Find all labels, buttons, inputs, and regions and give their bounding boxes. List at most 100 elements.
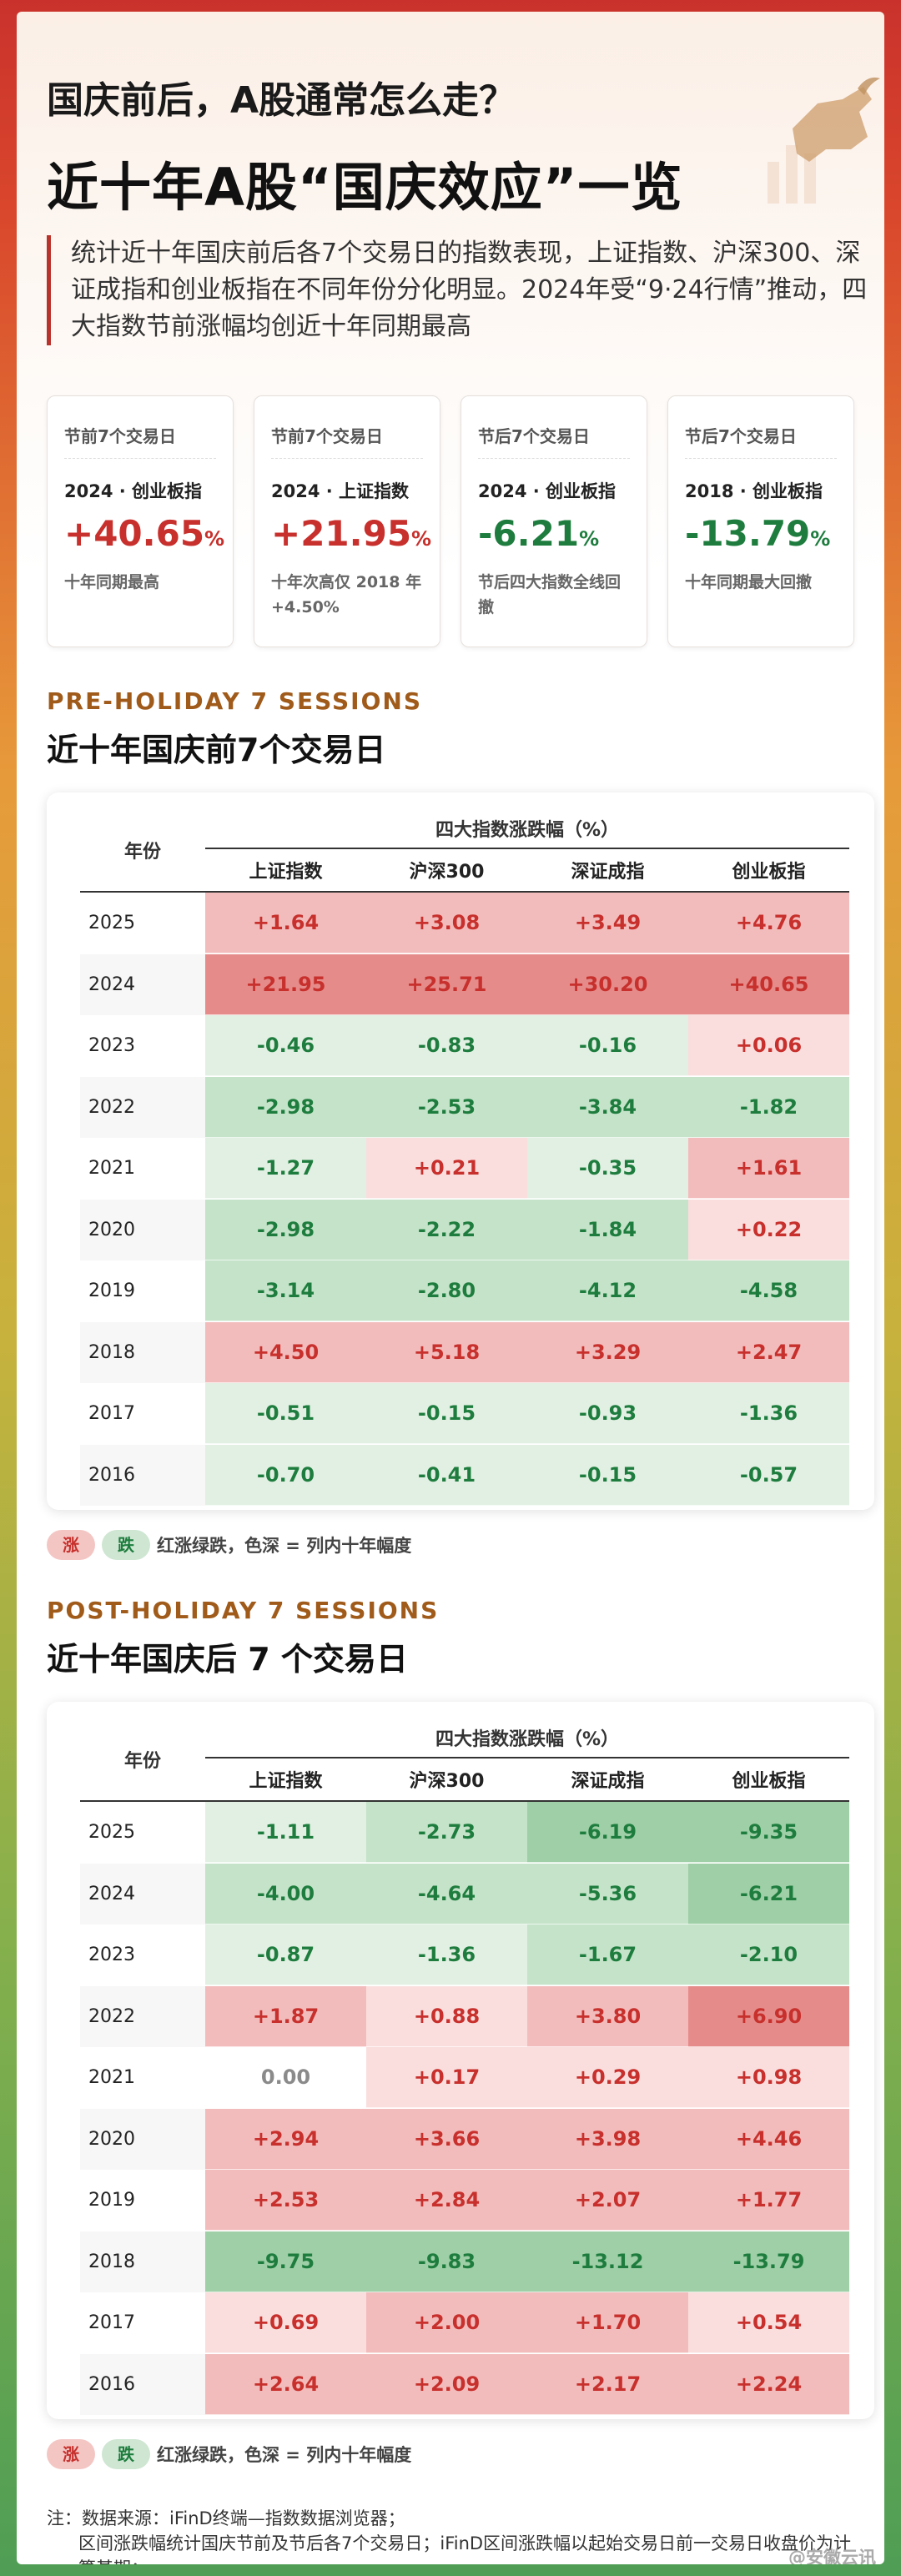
year-cell: 2025: [80, 1802, 205, 1863]
value-cell: -1.84: [527, 1199, 688, 1260]
bull-icon: [768, 77, 880, 204]
group-header: 四大指数涨跌幅（%）: [205, 809, 849, 849]
value-cell: -2.22: [366, 1199, 527, 1260]
value-cell: -4.12: [527, 1260, 688, 1321]
post-section-en: POST-HOLIDAY 7 SESSIONS: [47, 1597, 440, 1624]
value-cell: +2.09: [366, 2353, 527, 2415]
value-cell: +2.07: [527, 2170, 688, 2231]
table-row: 2016 -0.70 -0.41 -0.15 -0.57: [80, 1444, 849, 1506]
post-holiday-table: 年份 四大指数涨跌幅（%） 上证指数 沪深300 深证成指 创业板指 2025 -1.11 -2…: [47, 1702, 874, 2419]
value-cell: -4.58: [688, 1260, 849, 1321]
card-label: 节后7个交易日: [685, 426, 797, 446]
value-cell: -4.64: [366, 1863, 527, 1924]
value-cell: -9.83: [366, 2231, 527, 2292]
value-cell: -3.14: [205, 1260, 366, 1321]
value-cell: +0.54: [688, 2292, 849, 2353]
table-row: 2019 +2.53 +2.84 +2.07 +1.77: [80, 2170, 849, 2231]
table-row: 2018 -9.75 -9.83 -13.12 -13.79: [80, 2231, 849, 2292]
card-value-unit: %: [579, 527, 600, 551]
value-cell: +3.49: [527, 893, 688, 953]
card-note: 节后四大指数全线回撤: [478, 573, 622, 616]
card-value-number: +21.95: [271, 513, 412, 554]
intro-paragraph: 统计近十年国庆前后各7个交易日的指数表现，上证指数、沪深300、深证成指和创业板…: [47, 235, 872, 345]
year-cell: 2016: [80, 2353, 205, 2415]
value-cell: -0.15: [527, 1444, 688, 1506]
year-cell: 2023: [80, 1015, 205, 1076]
value-cell: -0.87: [205, 1924, 366, 1985]
summary-card: 节后7个交易日 2024 · 创业板指 -6.21% 节后四大指数全线回撤: [461, 395, 647, 647]
post-section-title: 近十年国庆后 7 个交易日: [47, 1641, 408, 1678]
card-note: 十年次高仅 2018 年 +4.50%: [271, 573, 422, 616]
pre-holiday-table: 年份 四大指数涨跌幅（%） 上证指数 沪深300 深证成指 创业板指 2025 +1.64 +3…: [47, 792, 874, 1510]
value-cell: +3.08: [366, 893, 527, 953]
value-cell: +0.17: [366, 2047, 527, 2108]
value-cell: -9.75: [205, 2231, 366, 2292]
card-value-unit: %: [810, 527, 831, 551]
value-cell: +4.50: [205, 1321, 366, 1383]
value-cell: -1.67: [527, 1924, 688, 1985]
value-cell: -0.70: [205, 1444, 366, 1506]
year-cell: 2018: [80, 2231, 205, 2292]
value-cell: -6.19: [527, 1802, 688, 1863]
value-cell: +0.06: [688, 1015, 849, 1076]
value-cell: +21.95: [205, 953, 366, 1015]
year-cell: 2020: [80, 1199, 205, 1260]
card-label: 节前7个交易日: [271, 426, 383, 446]
card-value: +21.95%: [271, 513, 431, 554]
year-cell: 2021: [80, 2047, 205, 2108]
value-cell: +1.64: [205, 893, 366, 953]
value-cell: 0.00: [205, 2047, 366, 2108]
column-header: 沪深300: [409, 1771, 485, 1792]
value-cell: -2.98: [205, 1076, 366, 1138]
summary-card: 节前7个交易日 2024 · 上证指数 +21.95% 十年次高仅 2018 年 +4…: [254, 395, 440, 647]
value-cell: -1.36: [366, 1924, 527, 1985]
card-divider: [478, 458, 630, 459]
value-cell: -0.15: [366, 1383, 527, 1444]
group-header: 四大指数涨跌幅（%）: [205, 1718, 849, 1758]
value-cell: +2.24: [688, 2353, 849, 2415]
table-row: 2018 +4.50 +5.18 +3.29 +2.47: [80, 1321, 849, 1383]
value-cell: +2.17: [527, 2353, 688, 2415]
table-row: 2023 -0.87 -1.36 -1.67 -2.10: [80, 1924, 849, 1985]
value-cell: +0.21: [366, 1138, 527, 1199]
column-header: 创业板指: [732, 1771, 806, 1792]
card-label: 节前7个交易日: [64, 426, 176, 446]
table-row: 2016 +2.64 +2.09 +2.17 +2.24: [80, 2353, 849, 2415]
value-cell: +30.20: [527, 953, 688, 1015]
value-cell: -3.84: [527, 1076, 688, 1138]
table-row: 2021 -1.27 +0.21 -0.35 +1.61: [80, 1138, 849, 1199]
card-subject: 2024 · 创业板指: [64, 481, 203, 501]
year-cell: 2025: [80, 893, 205, 953]
legend-down-chip: 跌: [102, 2439, 150, 2469]
value-cell: -2.98: [205, 1199, 366, 1260]
summary-cards: 节前7个交易日 2024 · 创业板指 +40.65% 十年同期最高 节前7个交易日 20…: [47, 395, 854, 662]
card-value-number: -13.79: [685, 513, 811, 554]
table-row: 2017 +0.69 +2.00 +1.70 +0.54: [80, 2292, 849, 2353]
legend-down-chip: 跌: [102, 1530, 150, 1560]
headline-question: 国庆前后，A股通常怎么走？: [47, 79, 516, 122]
value-cell: -1.11: [205, 1802, 366, 1863]
year-header: 年份: [123, 842, 161, 863]
value-cell: -2.73: [366, 1802, 527, 1863]
pre-legend: 涨 跌 红涨绿跌，色深 = 列内十年幅度: [47, 1528, 411, 1562]
card-value-unit: %: [411, 527, 432, 551]
value-cell: +5.18: [366, 1321, 527, 1383]
year-cell: 2017: [80, 1383, 205, 1444]
summary-card: 节后7个交易日 2018 · 创业板指 -13.79% 十年同期最大回撤: [667, 395, 854, 647]
value-cell: -2.53: [366, 1076, 527, 1138]
year-cell: 2019: [80, 1260, 205, 1321]
value-cell: +4.46: [688, 2108, 849, 2170]
value-cell: +3.80: [527, 1985, 688, 2047]
value-cell: -5.36: [527, 1863, 688, 1924]
table-row: 2025 -1.11 -2.73 -6.19 -9.35: [80, 1802, 849, 1863]
watermark: @安徽云讯: [788, 2548, 876, 2564]
value-cell: -13.12: [527, 2231, 688, 2292]
year-header: 年份: [123, 1751, 161, 1772]
value-cell: -0.93: [527, 1383, 688, 1444]
value-cell: +3.29: [527, 1321, 688, 1383]
card-value-number: +40.65: [64, 513, 205, 554]
card-value: -13.79%: [685, 513, 830, 554]
value-cell: -6.21: [688, 1863, 849, 1924]
legend-text: 红涨绿跌，色深 = 列内十年幅度: [157, 2445, 412, 2465]
year-cell: 2021: [80, 1138, 205, 1199]
